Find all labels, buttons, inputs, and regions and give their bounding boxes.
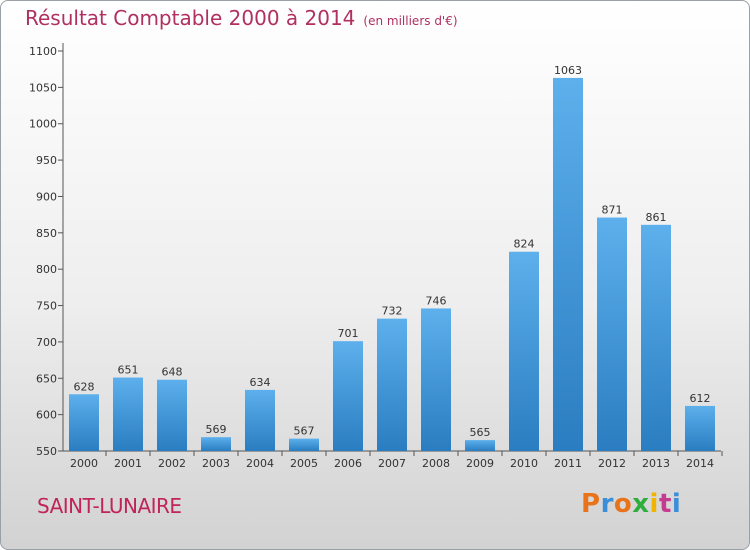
x-tick-label: 2001 — [114, 457, 142, 470]
x-tick-label: 2006 — [334, 457, 362, 470]
chart-title: Résultat Comptable 2000 à 2014 (en millie… — [25, 6, 458, 30]
x-tick-label: 2005 — [290, 457, 318, 470]
bar — [69, 394, 99, 451]
x-tick-label: 2008 — [422, 457, 450, 470]
x-tick-label: 2014 — [686, 457, 714, 470]
logo-letter: r — [600, 489, 614, 519]
bar — [201, 437, 231, 451]
logo-letter: o — [613, 489, 633, 519]
bar — [509, 251, 539, 451]
bar — [465, 440, 495, 451]
logo-letter: i — [671, 489, 682, 519]
bar — [245, 389, 275, 451]
y-tick-label: 1100 — [29, 45, 57, 58]
chart-bars — [69, 77, 715, 451]
data-label: 861 — [646, 211, 667, 224]
data-label: 651 — [118, 364, 139, 377]
x-tick-label: 2002 — [158, 457, 186, 470]
commune-name: SAINT-LUNAIRE — [37, 494, 182, 518]
y-tick-label: 900 — [36, 190, 57, 203]
x-tick-label: 2003 — [202, 457, 230, 470]
data-label: 824 — [514, 238, 535, 251]
data-label: 1063 — [554, 64, 582, 77]
bar — [157, 379, 187, 451]
data-label: 701 — [338, 327, 359, 340]
x-tick-label: 2007 — [378, 457, 406, 470]
bar — [377, 318, 407, 451]
bar — [289, 438, 319, 451]
data-label: 634 — [250, 376, 271, 389]
y-tick-label: 550 — [36, 445, 57, 458]
data-label: 732 — [382, 305, 403, 318]
y-tick-label: 600 — [36, 409, 57, 422]
y-tick-label: 950 — [36, 154, 57, 167]
data-label: 567 — [294, 425, 315, 438]
logo-letter: i — [649, 489, 659, 519]
x-tick-label: 2012 — [598, 457, 626, 470]
chart-axes: 550 600 650 700 750 800 850 900 950 1000 1050 1100 2… — [29, 43, 723, 470]
y-tick-label: 800 — [36, 263, 57, 276]
data-label: 628 — [74, 380, 95, 393]
data-label: 565 — [470, 426, 491, 439]
chart-title-text: Résultat Comptable 2000 à 2014 — [25, 6, 356, 30]
x-tick-label: 2004 — [246, 457, 274, 470]
y-tick-label: 650 — [36, 372, 57, 385]
data-label: 746 — [426, 294, 447, 307]
bar — [421, 308, 451, 451]
bar — [641, 224, 671, 451]
data-label: 648 — [162, 366, 183, 379]
y-tick-label: 1000 — [29, 118, 57, 131]
y-tick-label: 1050 — [29, 81, 57, 94]
bar — [685, 405, 715, 451]
chart-data-labels: 628 651 648 569 634 567 701 732 746 565 824 1063 871… — [74, 64, 711, 439]
logo-letter: P — [581, 489, 601, 519]
x-tick-label: 2000 — [70, 457, 98, 470]
bar — [333, 341, 363, 451]
chart-subtitle: (en milliers d'€) — [363, 14, 458, 28]
bar — [597, 217, 627, 451]
y-tick-label: 850 — [36, 227, 57, 240]
x-tick-label: 2010 — [510, 457, 538, 470]
logo-letter: x — [632, 489, 650, 519]
y-tick-label: 700 — [36, 336, 57, 349]
proxiti-logo[interactable]: Proxiti — [581, 489, 681, 519]
bar — [113, 377, 143, 451]
data-label: 612 — [690, 392, 711, 405]
data-label: 871 — [602, 204, 623, 217]
x-tick-label: 2013 — [642, 457, 670, 470]
y-tick-label: 750 — [36, 300, 57, 313]
bar — [553, 77, 583, 451]
logo-letter: t — [658, 489, 672, 519]
x-tick-label: 2011 — [554, 457, 582, 470]
x-tick-label: 2009 — [466, 457, 494, 470]
data-label: 569 — [206, 423, 227, 436]
